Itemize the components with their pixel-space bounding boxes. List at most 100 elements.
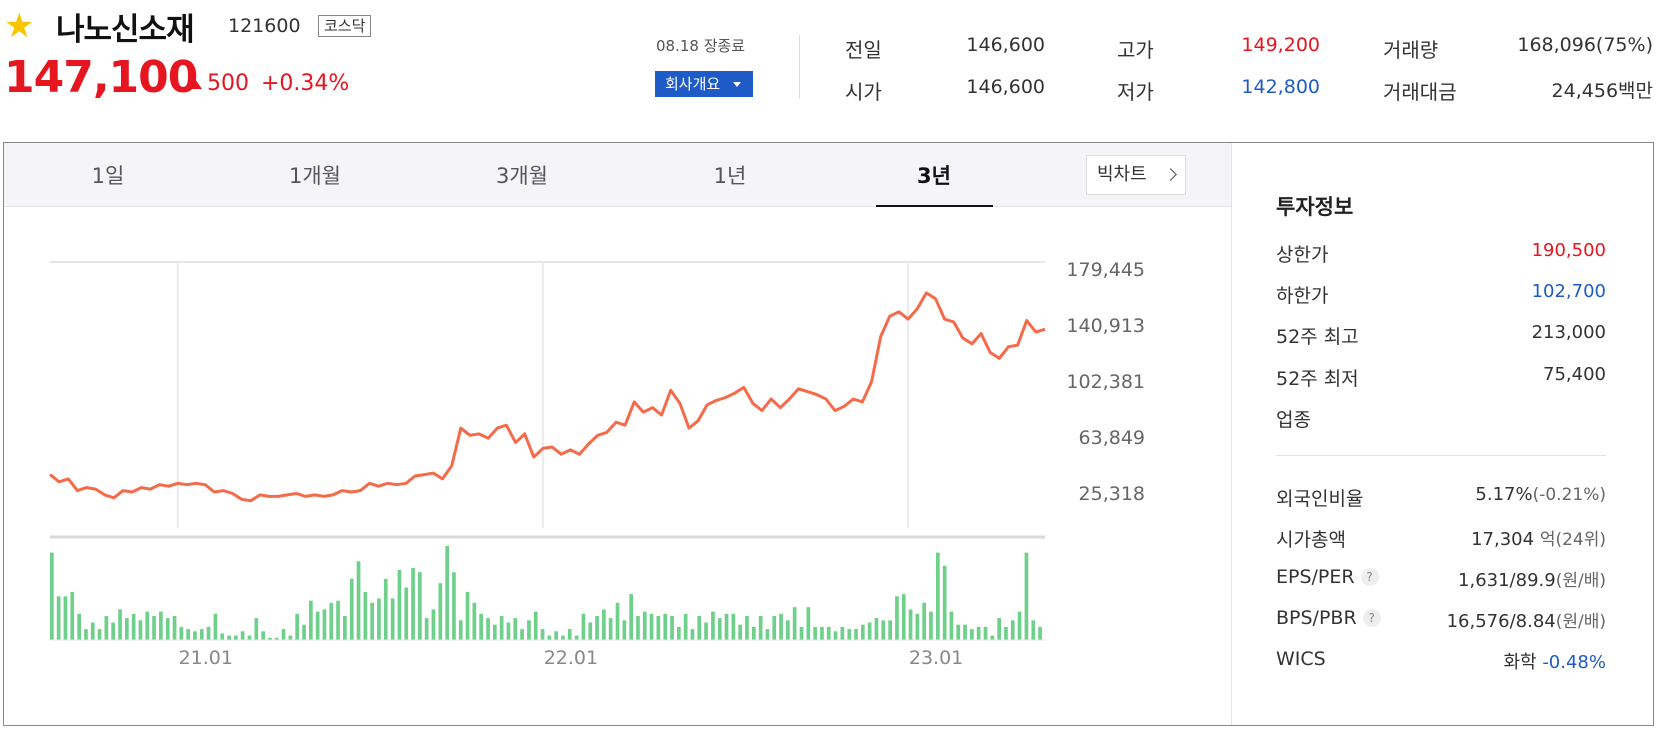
eps-per-label: EPS/PER?	[1276, 566, 1379, 588]
tab-1-year[interactable]: 1년	[713, 164, 747, 188]
volume-bar	[165, 618, 170, 640]
tab-3-month[interactable]: 3개월	[495, 164, 548, 188]
foreign-ratio-value: 5.17%(-0.21%)	[1475, 484, 1606, 505]
volume-bar	[370, 602, 374, 640]
big-chart-label: 빅차트	[1097, 164, 1147, 185]
volume-bar	[90, 622, 95, 640]
volume-bar	[752, 626, 756, 640]
price-tick-label: 63,849	[1079, 427, 1145, 449]
volume-bar	[622, 620, 627, 640]
volume-bar	[547, 635, 552, 640]
bps-pbr-number: 16,576/8.84	[1446, 611, 1556, 632]
price-line	[49, 291, 1046, 503]
volume-bar	[656, 616, 661, 640]
volume-bar	[404, 587, 409, 640]
volume-bar	[847, 629, 852, 640]
up-arrow-icon	[184, 76, 202, 89]
trade-amount-unit: 백만	[1618, 80, 1653, 102]
volume-bar	[799, 626, 804, 640]
wics-value[interactable]: 화학 -0.48%	[1503, 648, 1606, 674]
volume-bar	[220, 633, 225, 640]
volume-bar	[281, 629, 286, 640]
favorite-star-icon[interactable]: ★	[4, 6, 35, 46]
volume-bar	[677, 626, 681, 640]
trade-amount-value: 24,456백만	[1480, 76, 1653, 103]
volume-bars	[50, 546, 1045, 641]
volume-bar	[554, 631, 558, 640]
low-52w-label: 52주 최저	[1276, 368, 1359, 390]
company-overview-button[interactable]: 회사개요	[655, 71, 753, 97]
volume-bar	[50, 552, 54, 640]
foreign-ratio-label: 외국인비율	[1276, 488, 1364, 510]
volume-bar	[302, 624, 306, 640]
high-52w-label: 52주 최고	[1276, 326, 1359, 348]
bps-pbr-label: BPS/PBR?	[1276, 607, 1381, 629]
market-cap-label: 시가총액	[1276, 529, 1346, 551]
date-tick-label: 22.01	[544, 647, 598, 669]
tab-1-month[interactable]: 1개월	[288, 164, 341, 188]
volume-bar	[186, 629, 190, 640]
volume-bar	[929, 611, 933, 640]
trade-amount-number: 24,456	[1551, 80, 1619, 102]
volume-bar	[479, 613, 483, 640]
volume-bar	[724, 613, 729, 640]
volume-bar	[711, 611, 715, 640]
header-divider	[799, 35, 800, 99]
volume-bar	[745, 616, 749, 640]
market-cap-rank: (24위)	[1555, 530, 1606, 550]
volume-bar	[813, 626, 817, 640]
price-tick-label: 102,381	[1066, 371, 1145, 393]
volume-bar	[922, 602, 926, 640]
volume-bar	[397, 570, 402, 640]
volume-bar	[70, 591, 75, 640]
volume-bar	[915, 613, 920, 640]
volume-bar	[527, 620, 531, 640]
volume-bar	[1038, 626, 1042, 640]
big-chart-button[interactable]: 빅차트	[1086, 155, 1186, 195]
volume-bar	[608, 618, 613, 640]
stock-name: 나노신소재	[56, 12, 195, 48]
volume-bar	[336, 600, 340, 640]
volume-bar	[118, 609, 122, 640]
volume-bar	[561, 635, 565, 640]
volume-bar	[888, 620, 892, 640]
volume-bar	[970, 629, 974, 640]
volume-bar	[854, 629, 858, 640]
volume-bar	[976, 626, 981, 640]
volume-bar	[670, 616, 674, 640]
volume-bar	[179, 626, 184, 640]
help-icon[interactable]: ?	[1362, 609, 1381, 627]
volume-bar	[377, 598, 381, 640]
volume-bar	[104, 616, 109, 640]
volume-bar	[704, 622, 708, 640]
volume-bar	[833, 631, 838, 640]
date-tick-label: 23.01	[909, 647, 963, 669]
upper-limit-label: 상한가	[1276, 244, 1329, 266]
panel-divider	[1231, 143, 1232, 725]
volume-bar	[595, 616, 599, 640]
company-overview-label: 회사개요	[665, 75, 721, 93]
market-cap-number: 17,304	[1471, 529, 1535, 550]
tab-1-day[interactable]: 1일	[91, 164, 125, 188]
volume-bar	[329, 602, 334, 640]
invest-divider	[1276, 455, 1606, 456]
volume-bar	[499, 616, 504, 640]
volume-bar	[486, 618, 490, 640]
help-icon[interactable]: ?	[1360, 568, 1379, 586]
current-price: 147,100	[4, 52, 198, 103]
wics-sector: 화학	[1503, 652, 1537, 673]
volume-bar	[649, 613, 654, 640]
volume-bar	[445, 546, 449, 640]
volume-bar	[690, 629, 695, 640]
volume-bar	[254, 618, 259, 640]
open-label: 시가	[845, 80, 882, 104]
volume-bar	[472, 602, 477, 640]
volume-bar	[683, 613, 688, 640]
volume-bar	[315, 611, 320, 640]
tab-3-year[interactable]: 3년	[917, 164, 951, 188]
market-cap-unit: 억	[1539, 530, 1556, 550]
invest-info-title: 투자정보	[1276, 195, 1354, 219]
volume-bar	[806, 607, 811, 640]
volume-bar	[193, 631, 197, 640]
